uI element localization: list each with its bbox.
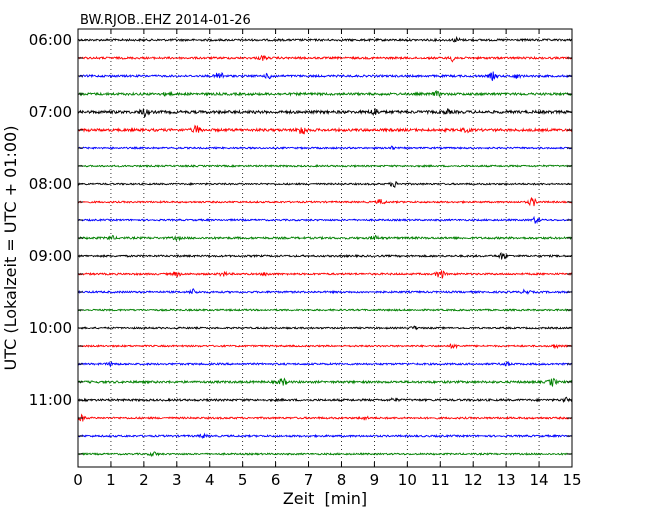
trace-0800 — [77, 180, 572, 189]
x-tick-label: 14 — [530, 471, 549, 489]
trace-0730 — [77, 145, 572, 150]
plot-frame — [77, 28, 573, 468]
trace-0715 — [77, 124, 573, 135]
y-tick-label: 07:00 — [29, 103, 72, 121]
trace-0745 — [77, 164, 573, 168]
trace-1100 — [77, 396, 573, 404]
trace-1130 — [77, 432, 573, 440]
trace-0815 — [77, 196, 572, 207]
trace-0845 — [77, 234, 572, 242]
x-tick-label: 10 — [398, 471, 417, 489]
trace-0900 — [77, 252, 573, 260]
trace-0930 — [77, 288, 573, 296]
x-tick-label: 3 — [172, 471, 182, 489]
y-axis-ticks: 06:00 07:00 08:00 09:00 10:00 11:00 — [29, 31, 572, 455]
trace-0645 — [77, 90, 573, 98]
x-tick-label: 5 — [238, 471, 248, 489]
x-tick-label: 1 — [106, 471, 116, 489]
seismic-traces — [77, 35, 573, 458]
trace-0630 — [77, 71, 573, 82]
trace-0615 — [77, 54, 573, 63]
x-axis-label: Zeit [min] — [283, 489, 367, 508]
y-tick-label: 09:00 — [29, 247, 72, 265]
trace-1115 — [77, 413, 573, 422]
x-tick-label: 2 — [139, 471, 149, 489]
x-tick-label: 6 — [271, 471, 281, 489]
x-tick-label: 4 — [205, 471, 215, 489]
x-tick-label: 9 — [370, 471, 380, 489]
trace-1015 — [77, 343, 573, 350]
trace-1030 — [77, 361, 572, 368]
x-tick-label: 0 — [73, 471, 83, 489]
x-tick-label: 15 — [562, 471, 581, 489]
trace-0945 — [77, 308, 572, 312]
trace-1000 — [77, 325, 573, 331]
trace-0915 — [77, 269, 573, 279]
y-axis-label: UTC (Lokalzeit = UTC + 01:00) — [1, 126, 20, 371]
trace-1145 — [77, 451, 572, 458]
trace-0830 — [77, 215, 573, 225]
trace-0700 — [77, 108, 573, 119]
x-tick-label: 11 — [431, 471, 450, 489]
chart-title: BW.RJOB..EHZ 2014-01-26 — [80, 13, 251, 28]
x-tick-label: 13 — [497, 471, 516, 489]
y-tick-label: 06:00 — [29, 31, 72, 49]
x-tick-label: 7 — [304, 471, 314, 489]
y-tick-label: 08:00 — [29, 175, 72, 193]
y-tick-label: 10:00 — [29, 319, 72, 337]
x-tick-label: 8 — [337, 471, 347, 489]
trace-1045 — [77, 377, 573, 388]
x-axis-ticks: 0 1 2 3 4 5 6 7 8 9 10 11 12 13 14 15 — [73, 29, 582, 489]
y-tick-label: 11:00 — [29, 391, 72, 409]
trace-0600 — [77, 35, 573, 43]
x-tick-label: 12 — [464, 471, 483, 489]
